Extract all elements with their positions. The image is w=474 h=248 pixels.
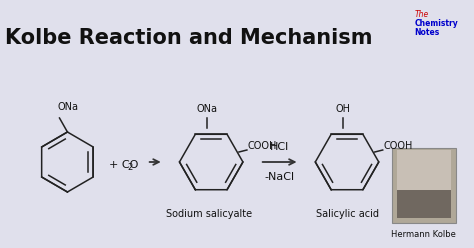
- Text: Hermann Kolbe: Hermann Kolbe: [391, 230, 456, 239]
- Ellipse shape: [410, 152, 437, 184]
- Text: ONa: ONa: [57, 102, 79, 112]
- Text: -NaCl: -NaCl: [264, 172, 295, 182]
- FancyBboxPatch shape: [392, 148, 456, 223]
- Text: OH: OH: [336, 104, 351, 114]
- FancyBboxPatch shape: [397, 150, 451, 205]
- Text: Salicylic acid: Salicylic acid: [316, 209, 379, 219]
- Text: COOH: COOH: [248, 141, 277, 151]
- Text: Sodium salicyalte: Sodium salicyalte: [166, 209, 252, 219]
- Text: Chemistry: Chemistry: [414, 19, 458, 28]
- Text: ONa: ONa: [197, 104, 218, 114]
- Text: 2: 2: [127, 162, 132, 172]
- Text: Kolbe Reaction and Mechanism: Kolbe Reaction and Mechanism: [5, 28, 373, 48]
- Text: HCl: HCl: [270, 142, 289, 152]
- Text: The: The: [414, 10, 428, 19]
- Text: Notes: Notes: [414, 28, 440, 37]
- Text: + CO: + CO: [109, 160, 138, 170]
- Text: COOH: COOH: [384, 141, 413, 151]
- FancyBboxPatch shape: [397, 190, 451, 218]
